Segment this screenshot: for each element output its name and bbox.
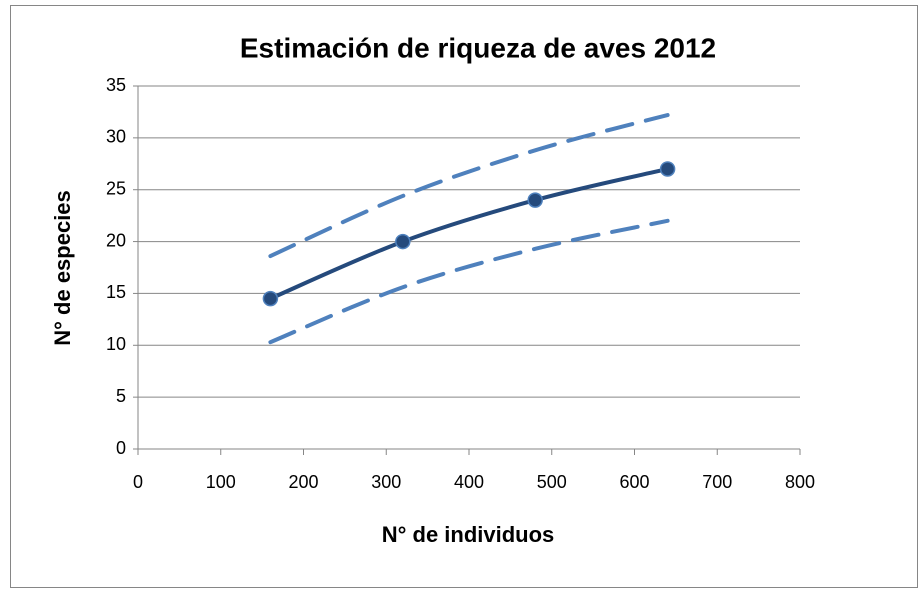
x-tick-label: 600 <box>619 472 649 492</box>
x-tick-label: 400 <box>454 472 484 492</box>
series-line <box>268 218 670 345</box>
y-tick-label: 0 <box>116 438 126 458</box>
y-tick-label: 30 <box>106 127 126 147</box>
x-tick-label: 0 <box>133 472 143 492</box>
y-tick-label: 20 <box>106 230 126 250</box>
y-tick-label: 15 <box>106 282 126 302</box>
x-axis-label: N° de individuos <box>382 522 555 547</box>
point <box>659 161 676 177</box>
x-tick-label: 700 <box>702 472 732 492</box>
x-tick-label: 500 <box>537 472 567 492</box>
y-tick-label: 25 <box>106 178 126 198</box>
series-line <box>268 113 670 259</box>
point <box>527 192 543 208</box>
y-axis-label: N° de especies <box>50 190 75 346</box>
x-tick-label: 100 <box>206 472 236 492</box>
y-tick-label: 10 <box>106 334 126 354</box>
chart-title: Estimación de riqueza de aves 2012 <box>240 32 716 63</box>
x-tick-label: 200 <box>288 472 318 492</box>
series-line <box>268 166 670 301</box>
x-tick-label: 300 <box>371 472 401 492</box>
y-tick-label: 35 <box>106 75 126 95</box>
x-tick-label: 800 <box>785 472 815 492</box>
point <box>395 233 411 250</box>
point <box>262 290 279 307</box>
chart-border <box>10 5 918 588</box>
y-tick-label: 5 <box>116 386 126 406</box>
